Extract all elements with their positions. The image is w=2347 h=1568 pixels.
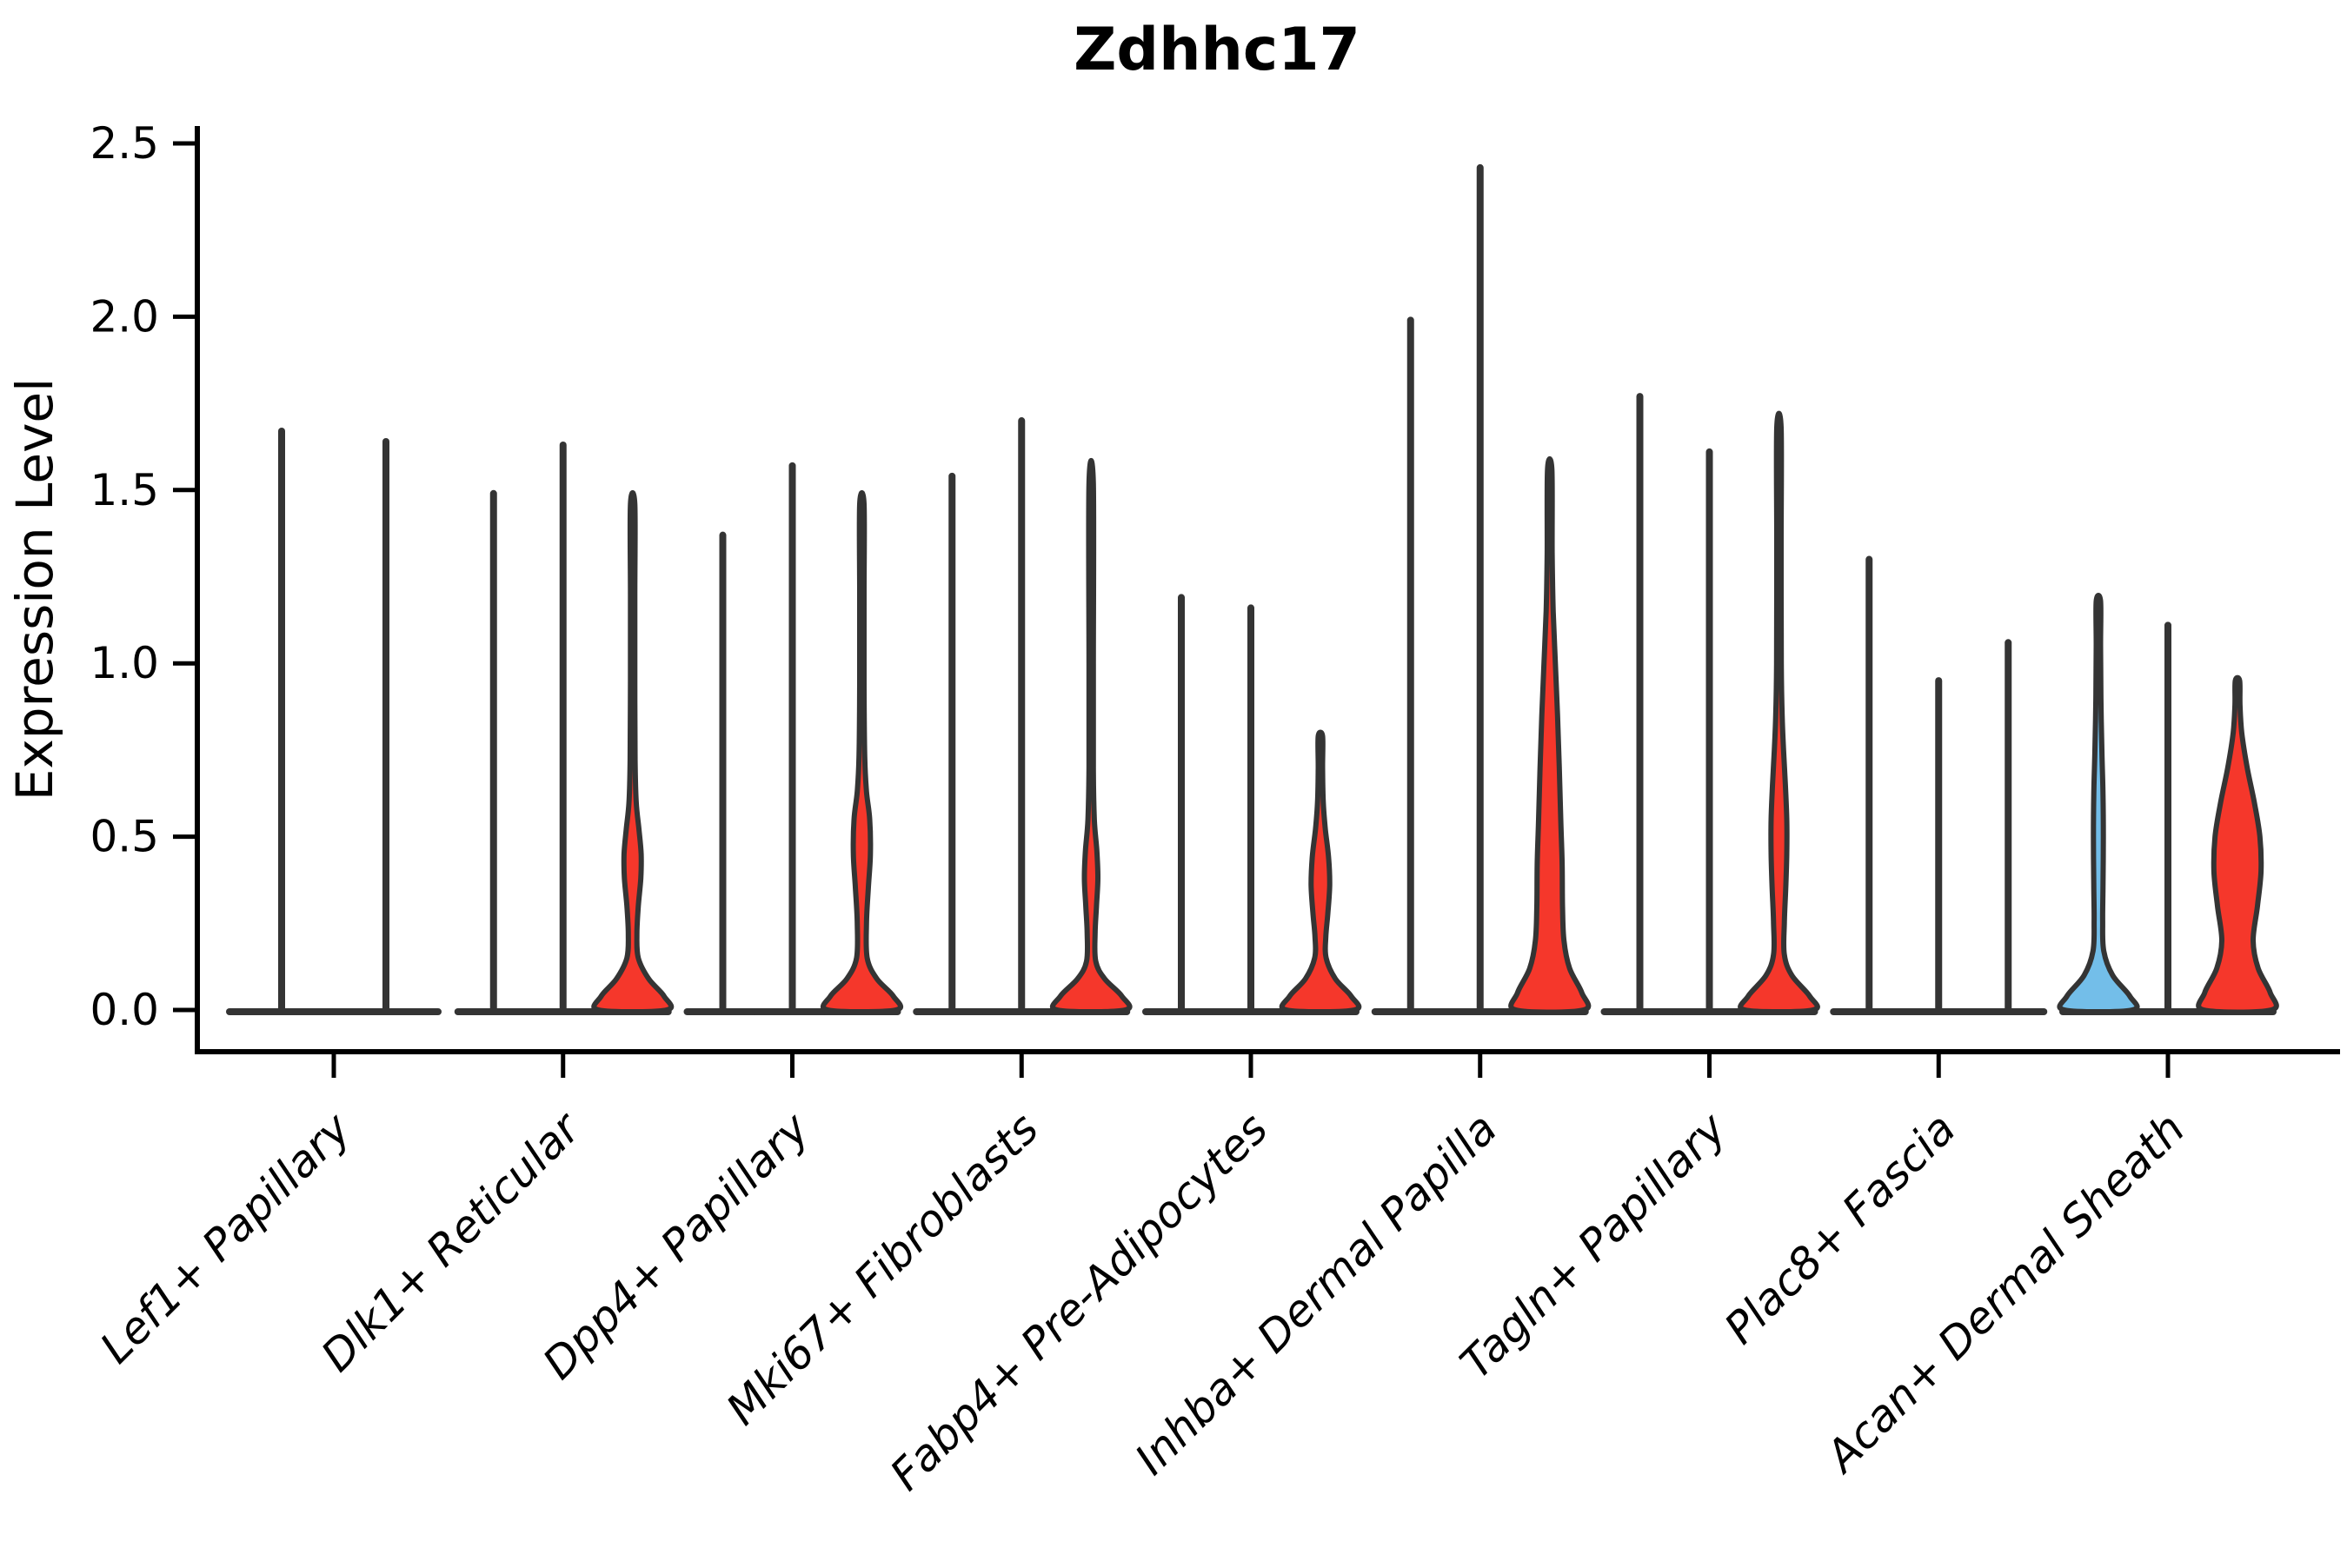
chart-title: Zdhhc17 (1074, 16, 1360, 84)
violin-filled-red (2196, 674, 2279, 1015)
y-axis-label: Expression Level (5, 378, 64, 801)
x-tick-label: Inhba+ Dermal Papilla (1126, 1103, 1506, 1484)
violin-filled-red (820, 489, 904, 1014)
violin-filled-red (1279, 729, 1362, 1014)
y-tick-label: 0.0 (90, 985, 159, 1035)
violin-filled-red (591, 489, 675, 1014)
y-tick-label: 2.5 (90, 118, 159, 169)
y-tick-label: 2.0 (90, 291, 159, 342)
y-tick-label: 1.0 (90, 638, 159, 688)
y-tick-label: 1.5 (90, 465, 159, 515)
violin-filled-blue (2057, 592, 2140, 1014)
violin-filled-red (1508, 455, 1592, 1015)
x-tick-label: Plac8+ Fascia (1715, 1103, 1965, 1353)
y-tick-label: 0.5 (90, 812, 159, 862)
x-tick-label: Lef1+ Papillary (90, 1102, 361, 1372)
x-tick-label: Fabp4+ Pre-Adipocytes (881, 1103, 1278, 1500)
violin-filled-red (1738, 410, 1820, 1014)
violin-filled-red (1049, 458, 1133, 1014)
